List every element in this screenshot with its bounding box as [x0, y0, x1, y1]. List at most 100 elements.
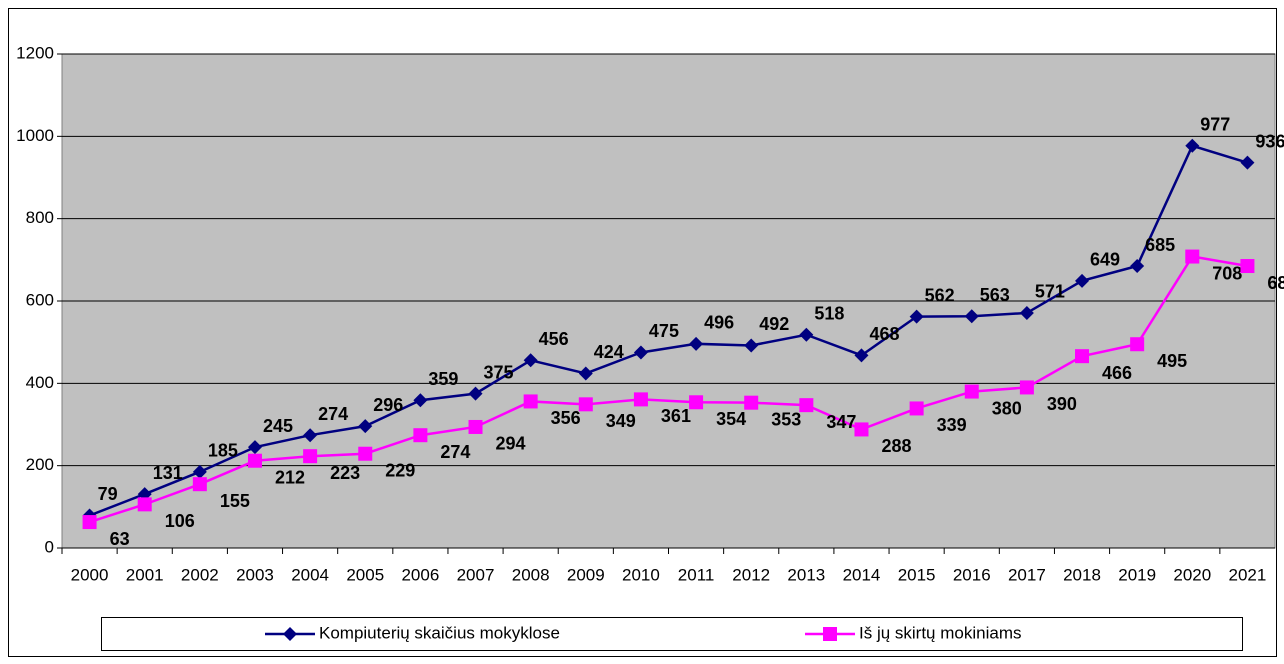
data-point [633, 392, 648, 407]
data-label: 356 [551, 408, 581, 428]
data-point [1185, 138, 1200, 153]
data-point [744, 338, 759, 353]
data-label: 347 [826, 412, 856, 432]
x-tick-label: 2009 [567, 565, 605, 584]
x-tick-label: 2012 [732, 565, 770, 584]
y-tick-label: 600 [26, 290, 54, 309]
x-tick-label: 2014 [843, 565, 881, 584]
data-point [854, 422, 869, 437]
data-point [413, 428, 428, 443]
data-point [633, 345, 648, 360]
data-point [137, 497, 152, 512]
y-tick-label: 1000 [16, 126, 54, 145]
data-point [192, 477, 207, 492]
data-label: 294 [496, 434, 526, 454]
data-point [799, 398, 814, 413]
data-label: 466 [1102, 363, 1132, 383]
data-point [358, 419, 373, 434]
data-point [413, 393, 428, 408]
data-point [1185, 249, 1200, 264]
y-tick-label: 200 [26, 455, 54, 474]
data-point [689, 336, 704, 351]
data-label: 518 [814, 304, 844, 324]
y-tick-label: 800 [26, 208, 54, 227]
series-line [89, 255, 1248, 524]
data-label: 274 [318, 404, 348, 424]
data-point [909, 309, 924, 324]
data-label: 496 [704, 313, 734, 333]
legend-label: Iš jų skirtų mokiniams [859, 623, 1021, 642]
data-label: 390 [1047, 394, 1077, 414]
data-point [192, 464, 207, 479]
data-label: 185 [208, 441, 238, 461]
data-point [964, 384, 979, 399]
data-label: 563 [980, 285, 1010, 305]
data-label: 79 [98, 484, 118, 504]
data-point [744, 395, 759, 410]
data-point [468, 419, 483, 434]
x-tick-label: 2005 [346, 565, 384, 584]
data-point [1019, 380, 1034, 395]
data-point [247, 453, 262, 468]
data-point [358, 446, 373, 461]
x-tick-label: 2015 [898, 565, 936, 584]
x-tick-label: 2000 [71, 565, 109, 584]
legend-marker [823, 627, 837, 641]
series-line [89, 144, 1248, 517]
data-point [1019, 305, 1034, 320]
data-label: 468 [869, 324, 899, 344]
data-label: 63 [110, 529, 130, 549]
x-tick-label: 2002 [181, 565, 219, 584]
data-point [523, 353, 538, 368]
data-label: 106 [165, 511, 195, 531]
data-label: 361 [661, 406, 691, 426]
data-label: 571 [1035, 282, 1065, 302]
data-label: 456 [539, 329, 569, 349]
data-point [82, 515, 97, 530]
data-label: 155 [220, 491, 250, 511]
x-tick-label: 2007 [457, 565, 495, 584]
y-tick-label: 0 [45, 537, 54, 556]
x-tick-label: 2018 [1063, 565, 1101, 584]
legend-label: Kompiuterių skaičius mokyklose [319, 623, 560, 642]
data-point [1075, 349, 1090, 364]
data-point [799, 327, 814, 342]
data-label: 131 [153, 463, 183, 483]
x-tick-label: 2008 [512, 565, 550, 584]
y-tick-label: 1200 [16, 43, 54, 62]
data-point [247, 440, 262, 455]
x-tick-label: 2004 [291, 565, 329, 584]
x-tick-label: 2021 [1229, 565, 1267, 584]
data-point [303, 428, 318, 443]
data-label: 288 [881, 436, 911, 456]
data-point [578, 397, 593, 412]
x-tick-label: 2010 [622, 565, 660, 584]
x-tick-label: 2003 [236, 565, 274, 584]
data-label: 223 [330, 463, 360, 483]
data-point [1075, 273, 1090, 288]
data-label: 424 [594, 342, 624, 362]
data-label: 212 [275, 467, 305, 487]
data-point [1240, 259, 1255, 274]
legend-marker [283, 627, 297, 641]
x-tick-label: 2006 [401, 565, 439, 584]
data-label: 375 [484, 362, 514, 382]
y-tick-label: 400 [26, 373, 54, 392]
data-label: 685 [1145, 235, 1175, 255]
x-tick-label: 2001 [126, 565, 164, 584]
data-label: 936 [1255, 131, 1284, 151]
x-tick-label: 2019 [1118, 565, 1156, 584]
data-label: 245 [263, 416, 293, 436]
data-point [964, 309, 979, 324]
x-tick-label: 2013 [787, 565, 825, 584]
data-label: 708 [1212, 263, 1242, 283]
data-point [1240, 155, 1255, 170]
data-point [1130, 259, 1145, 274]
data-label: 475 [649, 321, 679, 341]
x-tick-label: 2020 [1173, 565, 1211, 584]
data-label: 354 [716, 409, 746, 429]
data-label: 353 [771, 409, 801, 429]
data-label: 649 [1090, 250, 1120, 270]
x-tick-label: 2016 [953, 565, 991, 584]
